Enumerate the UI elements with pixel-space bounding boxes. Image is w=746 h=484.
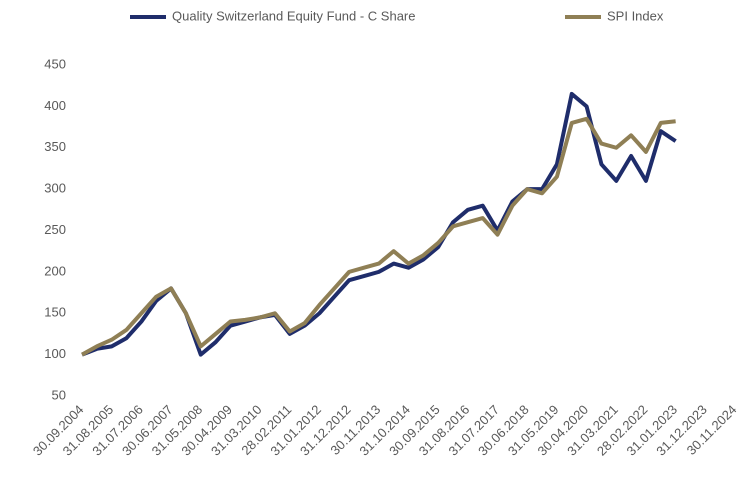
y-tick-label: 400 xyxy=(44,98,66,113)
y-tick-label: 300 xyxy=(44,181,66,196)
series-line xyxy=(81,116,676,357)
legend-label: Quality Switzerland Equity Fund - C Shar… xyxy=(172,8,416,23)
y-tick-label: 450 xyxy=(44,56,66,71)
y-tick-label: 350 xyxy=(44,139,66,154)
y-tick-label: 250 xyxy=(44,222,66,237)
series-line xyxy=(81,91,677,357)
legend-label: SPI Index xyxy=(607,8,664,23)
y-tick-label: 150 xyxy=(44,305,66,320)
y-tick-label: 100 xyxy=(44,346,66,361)
y-tick-label: 50 xyxy=(52,387,66,402)
y-tick-label: 200 xyxy=(44,263,66,278)
